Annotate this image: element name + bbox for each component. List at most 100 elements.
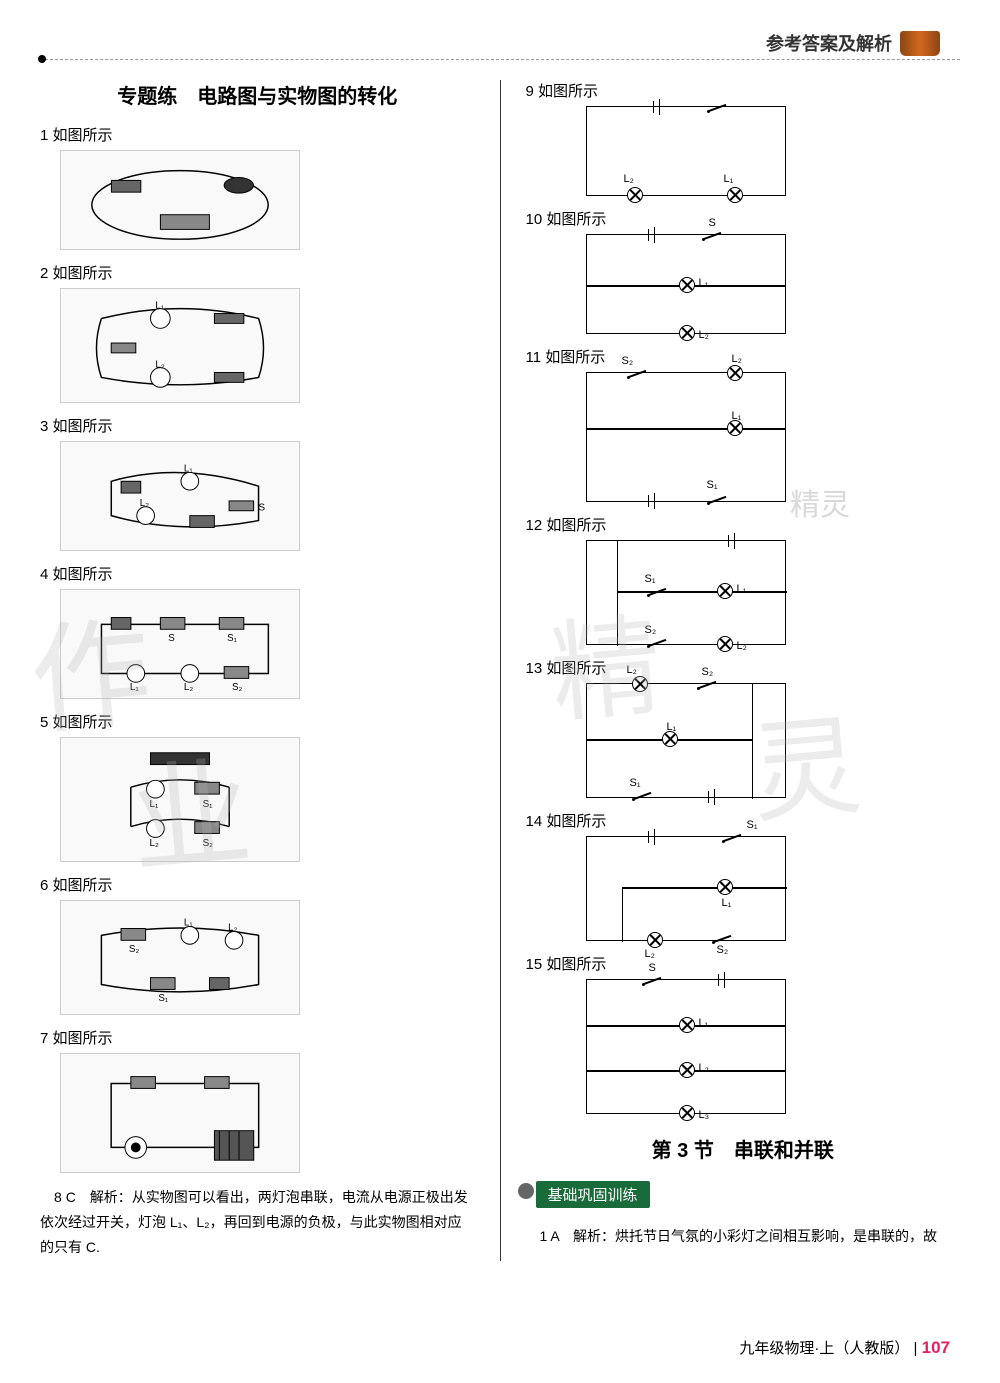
switch-icon bbox=[707, 101, 727, 113]
wire bbox=[617, 591, 787, 593]
lamp-label: L₁ bbox=[737, 583, 747, 595]
problem-label: 14 如图所示 bbox=[526, 810, 961, 831]
lamp-icon bbox=[717, 636, 733, 652]
switch-icon bbox=[647, 585, 667, 597]
problem-r1-text: 1 A 解析：烘托节日气氛的小彩灯之间相互影响，是串联的，故 bbox=[526, 1224, 961, 1249]
lamp-icon bbox=[717, 583, 733, 599]
problem-label: 13 如图所示 bbox=[526, 657, 961, 678]
lamp-icon bbox=[727, 187, 743, 203]
switch-icon bbox=[707, 493, 727, 505]
circuit-diagram: S L₁ L₂ bbox=[586, 234, 786, 334]
svg-text:S₁: S₁ bbox=[158, 993, 169, 1004]
problem-15: 15 如图所示 S L₁ L₂ L₃ bbox=[526, 953, 961, 1114]
switch-label: S₁ bbox=[630, 777, 641, 789]
lamp-label: L₃ bbox=[699, 1109, 710, 1121]
switch-label: S₁ bbox=[645, 573, 656, 585]
page-footer: 九年级物理·上（人教版） | 107 bbox=[739, 1337, 950, 1358]
problem-label: 12 如图所示 bbox=[526, 514, 961, 535]
header-divider bbox=[40, 58, 960, 60]
battery-icon bbox=[647, 99, 667, 115]
lamp-icon bbox=[647, 932, 663, 948]
problem-explanation: 解析：烘托节日气氛的小彩灯之间相互影响，是串联的，故 bbox=[573, 1228, 937, 1244]
wire bbox=[752, 684, 754, 799]
problem-label: 7 如图所示 bbox=[40, 1027, 475, 1048]
switch-label: S₁ bbox=[707, 479, 718, 491]
problem-label: 5 如图所示 bbox=[40, 711, 475, 732]
lamp-label: L₂ bbox=[624, 173, 634, 185]
content-wrapper: 专题练 电路图与实物图的转化 1 如图所示 2 如图所示 L₁L₂ 3 如图所示… bbox=[40, 80, 960, 1261]
lamp-label: L₂ bbox=[732, 353, 742, 365]
svg-text:S₁: S₁ bbox=[227, 633, 238, 644]
lamp-label: L₂ bbox=[645, 948, 655, 960]
svg-text:L₁: L₁ bbox=[184, 463, 193, 474]
physical-diagram bbox=[60, 150, 300, 250]
problem-label: 9 如图所示 bbox=[526, 80, 961, 101]
problem-13: 13 如图所示 L₂ S₂ L₁ S₁ bbox=[526, 657, 961, 798]
lamp-icon bbox=[632, 676, 648, 692]
page-header: 参考答案及解析 bbox=[766, 30, 940, 56]
problem-3: 3 如图所示 L₁ L₂ S bbox=[40, 415, 475, 551]
svg-text:S₂: S₂ bbox=[203, 838, 214, 849]
lamp-icon bbox=[679, 325, 695, 341]
right-column: 9 如图所示 L₂ L₁ 10 如图所示 S L₁ L₂ bbox=[526, 80, 961, 1261]
training-badge-wrap: 基础巩固训练 bbox=[536, 1173, 961, 1216]
lamp-label: L₁ bbox=[732, 410, 742, 422]
svg-text:S₂: S₂ bbox=[129, 944, 140, 955]
physical-diagram: SS₁L₁L₂S₂ bbox=[60, 589, 300, 699]
switch-icon bbox=[722, 831, 742, 843]
physical-diagram: L₁S₁L₂S₂ bbox=[60, 737, 300, 862]
svg-text:L₁: L₁ bbox=[149, 799, 158, 810]
switch-icon bbox=[632, 789, 652, 801]
physical-diagram: L₁L₂ bbox=[60, 288, 300, 403]
physical-diagram: L₁ L₂ S bbox=[60, 441, 300, 551]
problem-14: 14 如图所示 S₁ L₁ L₂ S₂ bbox=[526, 810, 961, 941]
problem-label: 1 如图所示 bbox=[40, 124, 475, 145]
lamp-icon bbox=[627, 187, 643, 203]
problem-10: 10 如图所示 S L₁ L₂ bbox=[526, 208, 961, 334]
battery-icon bbox=[642, 493, 662, 509]
lamp-icon bbox=[679, 1062, 695, 1078]
svg-text:S₂: S₂ bbox=[232, 682, 243, 693]
lamp-label: L₁ bbox=[699, 277, 709, 289]
problem-num: 8 bbox=[54, 1189, 62, 1205]
problem-label: 3 如图所示 bbox=[40, 415, 475, 436]
lamp-label: L₁ bbox=[722, 897, 732, 909]
wire bbox=[622, 887, 787, 889]
switch-label: S₂ bbox=[645, 624, 657, 636]
section-title: 专题练 电路图与实物图的转化 bbox=[40, 80, 475, 109]
battery-icon bbox=[642, 227, 662, 243]
switch-label: S bbox=[709, 217, 716, 229]
lamp-icon bbox=[717, 879, 733, 895]
left-column: 专题练 电路图与实物图的转化 1 如图所示 2 如图所示 L₁L₂ 3 如图所示… bbox=[40, 80, 475, 1261]
header-title: 参考答案及解析 bbox=[766, 30, 892, 56]
switch-label: S₂ bbox=[622, 355, 634, 367]
svg-text:L₂: L₂ bbox=[140, 498, 149, 509]
physical-diagram: S₂L₁L₂S₁ bbox=[60, 900, 300, 1015]
switch-icon bbox=[697, 678, 717, 690]
lamp-label: L₂ bbox=[627, 664, 637, 676]
wire bbox=[587, 428, 785, 430]
circuit-diagram: S₁ L₁ L₂ S₂ bbox=[586, 836, 786, 941]
lamp-icon bbox=[727, 420, 743, 436]
problem-answer: C bbox=[66, 1189, 76, 1205]
lamp-icon bbox=[679, 1105, 695, 1121]
svg-text:S₁: S₁ bbox=[203, 799, 214, 810]
problem-4: 4 如图所示 SS₁L₁L₂S₂ bbox=[40, 563, 475, 699]
svg-text:L₁: L₁ bbox=[155, 301, 164, 312]
switch-label: S₁ bbox=[747, 819, 758, 831]
problem-2: 2 如图所示 L₁L₂ bbox=[40, 262, 475, 403]
problem-11: 11 如图所示 S₂ L₂ L₁ S₁ bbox=[526, 346, 961, 502]
battery-icon bbox=[702, 789, 722, 805]
wire bbox=[622, 887, 624, 942]
svg-text:L₁: L₁ bbox=[184, 918, 193, 929]
lamp-label: L₁ bbox=[667, 721, 677, 733]
switch-label: S₂ bbox=[717, 944, 729, 956]
circuit-diagram: L₂ S₂ L₁ S₁ bbox=[586, 683, 786, 798]
book-title: 九年级物理·上（人教版） bbox=[739, 1340, 909, 1357]
circuit-diagram: S L₁ L₂ L₃ bbox=[586, 979, 786, 1114]
lamp-label: L₁ bbox=[699, 1017, 709, 1029]
switch-label: S₂ bbox=[702, 666, 714, 678]
column-divider bbox=[500, 80, 501, 1261]
svg-text:S: S bbox=[259, 503, 266, 514]
problem-9: 9 如图所示 L₂ L₁ bbox=[526, 80, 961, 196]
